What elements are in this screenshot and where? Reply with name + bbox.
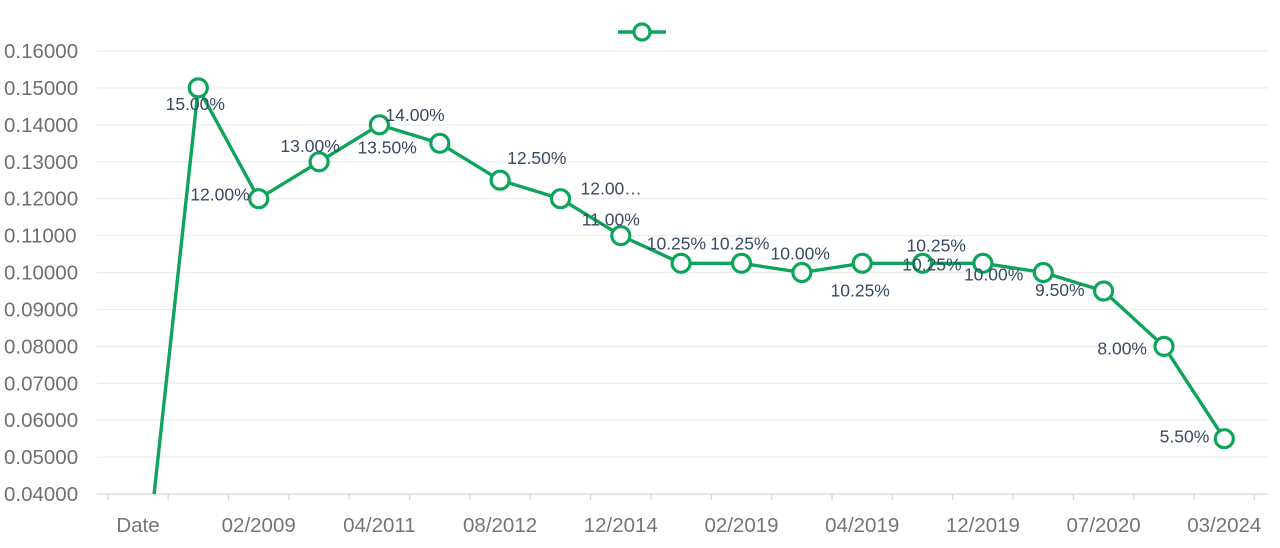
y-axis-tick-label: 0.13000 <box>4 151 78 174</box>
y-axis-tick-label: 0.08000 <box>4 335 78 358</box>
x-axis-tick-label: 03/2024 <box>1187 514 1261 537</box>
x-axis-tick-label: 08/2012 <box>463 514 537 537</box>
data-point-label: 12.00% <box>190 185 249 205</box>
x-axis-tick-label: 02/2009 <box>222 514 296 537</box>
data-point-marker[interactable] <box>1032 261 1054 284</box>
data-point-marker[interactable] <box>851 252 873 274</box>
data-point-marker[interactable] <box>308 151 330 173</box>
data-point-label: 10.25% <box>710 233 769 253</box>
series-line-group <box>152 86 1227 494</box>
data-point-marker[interactable] <box>187 77 209 99</box>
data-point-label: 13.00% <box>280 136 339 156</box>
data-point-label: 12.50% <box>507 148 566 168</box>
data-point-label: 14.00% <box>385 105 444 125</box>
x-axis-tick-label: 04/2019 <box>825 514 899 537</box>
data-point-label: 10.00% <box>771 244 830 264</box>
x-axis-tick-label: 04/2011 <box>343 514 416 537</box>
y-axis-tick-label: 0.10000 <box>4 262 78 285</box>
data-point-marker[interactable] <box>1153 335 1175 357</box>
y-axis-tick-label: 0.09000 <box>4 298 78 321</box>
data-point-label: 10.00% <box>964 265 1023 285</box>
data-point-marker[interactable] <box>489 169 511 191</box>
data-point-label: 8.00% <box>1097 338 1147 358</box>
series-markers <box>187 77 1235 450</box>
data-point-marker[interactable] <box>911 252 934 274</box>
series-line <box>152 86 1227 494</box>
data-point-marker[interactable] <box>610 225 632 247</box>
data-point-marker[interactable] <box>972 252 994 274</box>
x-axis <box>97 493 1268 500</box>
y-axis-tick-label: 0.04000 <box>4 483 78 506</box>
data-point-marker[interactable] <box>429 132 451 154</box>
data-point-marker[interactable] <box>670 252 692 274</box>
y-axis-tick-label: 0.07000 <box>4 372 78 395</box>
data-point-label: 10.25% <box>831 280 890 300</box>
data-point-label: 12.00… <box>581 179 642 199</box>
legend-circle-icon <box>632 22 652 42</box>
y-axis-tick-label: 0.05000 <box>4 446 78 469</box>
y-axis-tick-label: 0.15000 <box>4 77 78 100</box>
data-point-label: 11.00% <box>582 210 640 230</box>
data-point-label: 15.00% <box>166 94 225 114</box>
data-point-marker[interactable] <box>791 261 813 284</box>
x-axis-tick-label: Date <box>116 514 159 537</box>
x-axis-tick-label: 07/2020 <box>1067 514 1141 537</box>
y-axis-tick-label: 0.16000 <box>4 40 78 63</box>
data-point-label: 9.50% <box>1035 280 1085 300</box>
x-axis-tick-label: 12/2014 <box>584 514 658 537</box>
data-point-label: 10.25% <box>902 254 961 274</box>
data-point-marker[interactable] <box>730 252 753 274</box>
data-point-marker[interactable] <box>1092 280 1115 302</box>
data-point-marker[interactable] <box>1213 428 1235 450</box>
x-axis-tick-label: 02/2019 <box>704 514 778 537</box>
x-axis-labels: Date 02/2009 04/2011 08/2012 12/2014 02/2019 0… <box>116 514 1261 537</box>
data-point-marker[interactable] <box>549 188 572 210</box>
x-axis-tick-label: 12/2019 <box>946 514 1020 537</box>
y-axis-tick-label: 0.14000 <box>4 114 78 137</box>
data-point-label: 5.50% <box>1160 427 1210 447</box>
y-axis-labels: 0.16000 0.15000 0.14000 0.13000 0.12000 0.110… <box>4 40 78 506</box>
data-labels: 15.00% 12.00% 13.00% 14.00% 13.50% 12.50% 12.0… <box>166 94 1210 447</box>
y-axis-tick-label: 0.12000 <box>4 188 78 211</box>
data-point-label: 10.25% <box>647 233 706 253</box>
data-point-label: 10.25% <box>907 235 966 255</box>
data-point-label: 13.50% <box>357 137 416 157</box>
y-axis-tick-label: 0.11000 <box>4 225 77 248</box>
data-point-marker[interactable] <box>368 114 390 136</box>
y-axis-tick-label: 0.06000 <box>4 409 78 432</box>
legend-item[interactable] <box>618 22 666 42</box>
data-point-marker[interactable] <box>248 188 270 210</box>
